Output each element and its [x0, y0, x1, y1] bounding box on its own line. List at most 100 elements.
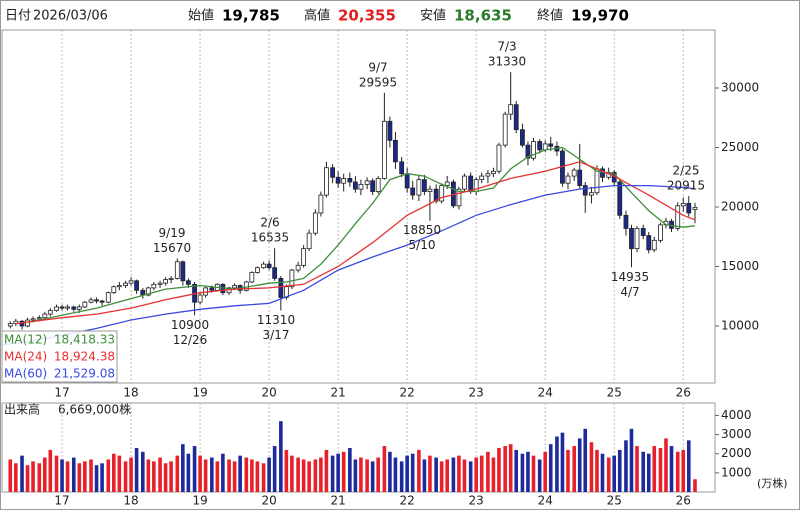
- volume-bar: [491, 457, 496, 492]
- y-tick-label: 3000: [721, 427, 752, 441]
- volume-bar: [14, 463, 18, 492]
- volume-bar: [129, 457, 133, 492]
- volume-bar: [577, 438, 582, 492]
- annotation-date: 2/6: [260, 216, 279, 230]
- volume-bar: [117, 455, 122, 492]
- volume-bar: [296, 457, 300, 492]
- volume-bar: [583, 428, 588, 492]
- volume-bar: [198, 455, 202, 492]
- volume-bar: [359, 457, 363, 492]
- field-label: 高値: [304, 8, 330, 24]
- field-label: 終値: [537, 8, 563, 24]
- candle-body: [261, 263, 266, 269]
- volume-bar: [89, 459, 93, 492]
- candle-body: [686, 203, 692, 214]
- candle-body: [427, 188, 433, 192]
- volume-bar: [445, 459, 449, 492]
- volume-bar: [399, 461, 404, 492]
- candle-body: [537, 141, 543, 151]
- candle-body: [634, 228, 640, 250]
- candle-body: [387, 120, 393, 141]
- candle-body: [105, 292, 111, 303]
- y-tick-label: 30000: [721, 81, 759, 95]
- volume-bar: [393, 457, 398, 492]
- x-tick-label: 20: [261, 386, 276, 400]
- candle-body: [370, 180, 376, 192]
- legend-name: MA(60): [4, 367, 47, 381]
- candle-body: [99, 300, 105, 303]
- annotation-date: 9/7: [368, 60, 387, 74]
- candle-body: [157, 282, 163, 285]
- volume-bar: [681, 449, 686, 492]
- x-tick-label: 19: [192, 386, 207, 400]
- candle-body: [542, 143, 548, 151]
- y-tick-label: 20000: [721, 199, 759, 213]
- volume-bar: [514, 449, 519, 492]
- candle-body: [675, 205, 681, 229]
- candle-body: [571, 169, 577, 177]
- legend-name: MA(24): [4, 350, 47, 364]
- annotation-value: 18850: [403, 223, 441, 237]
- candle-body: [680, 203, 686, 207]
- volume-bar: [71, 457, 76, 492]
- candle-body: [410, 187, 416, 196]
- volume-bar: [313, 459, 318, 492]
- volume-bar: [106, 459, 111, 492]
- candle-body: [617, 181, 623, 216]
- volume-bar: [301, 459, 306, 492]
- field-value: 19,970: [571, 7, 629, 25]
- volume-bar: [279, 421, 283, 492]
- volume-bar: [370, 461, 375, 492]
- volume-bar: [520, 453, 525, 492]
- x-tick-label: 22: [400, 386, 415, 400]
- candle-body: [25, 319, 30, 327]
- volume-bar: [238, 455, 242, 492]
- candle-body: [301, 248, 307, 266]
- annotation-date: 3/17: [263, 328, 290, 342]
- candle-body: [658, 224, 663, 241]
- candle-body: [318, 194, 324, 214]
- volume-bar: [612, 455, 617, 492]
- annotation-value: 10900: [171, 318, 209, 332]
- volume-panel: [1, 402, 716, 493]
- volume-bar: [169, 461, 173, 492]
- volume-bar: [669, 446, 674, 492]
- annotation-date: 12/26: [173, 333, 208, 347]
- ma-line: [1, 184, 696, 346]
- candle-body: [232, 285, 238, 289]
- volume-bar: [422, 459, 427, 492]
- volume-bar: [382, 446, 387, 492]
- volume-bar: [635, 446, 639, 492]
- candle-body: [358, 183, 364, 190]
- volume-bar: [560, 432, 565, 492]
- x-tick-label: 17: [54, 386, 69, 400]
- volume-bar: [548, 444, 553, 492]
- candle-body: [163, 279, 168, 284]
- candle-body: [123, 282, 128, 286]
- volume-bar: [141, 451, 145, 492]
- candle-body: [47, 310, 53, 315]
- ma-line: [15, 161, 696, 325]
- candle-body: [335, 176, 341, 184]
- candle-body: [496, 144, 502, 172]
- candle-body: [594, 168, 600, 194]
- volume-bar: [353, 459, 358, 492]
- volume-bar: [20, 455, 24, 492]
- candle-body: [174, 261, 180, 279]
- annotation-date: 2/25: [673, 164, 700, 178]
- candle-body: [525, 144, 531, 159]
- volume-bar: [537, 459, 542, 492]
- volume-bar: [543, 451, 548, 492]
- annotation-value: 31330: [488, 55, 526, 69]
- volume-bar: [503, 446, 507, 492]
- volume-bar: [232, 461, 237, 492]
- volume-bar: [77, 463, 82, 492]
- volume-last: 6,669,000株: [58, 402, 131, 417]
- volume-bar: [365, 459, 369, 492]
- volume-bar: [37, 463, 42, 492]
- volume-bar: [468, 461, 473, 492]
- annotation-date: 5/10: [409, 238, 436, 252]
- candle-body: [491, 170, 496, 175]
- field-label: 始値: [188, 8, 214, 24]
